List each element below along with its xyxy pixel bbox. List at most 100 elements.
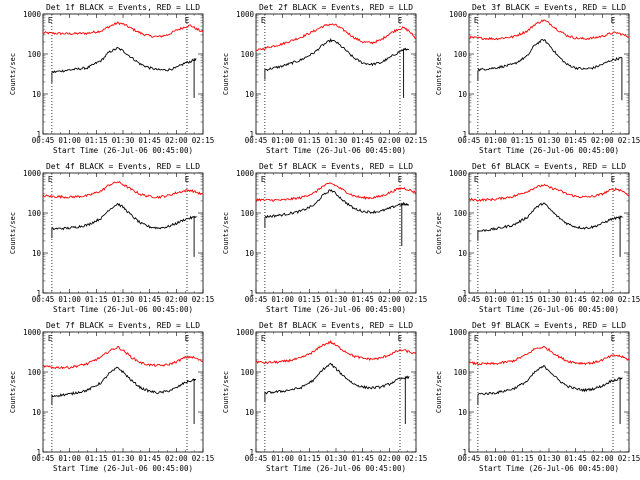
y-axis-label: Counts/sec xyxy=(222,53,230,95)
events-rate-line xyxy=(477,39,623,101)
x-tick-label: 01:15 xyxy=(511,454,534,463)
plot-frame xyxy=(255,331,417,453)
event-marker: E xyxy=(611,175,616,184)
events-rate-line xyxy=(51,366,196,424)
event-marker: E xyxy=(474,16,479,25)
event-marker: E xyxy=(474,175,479,184)
x-tick-label: 01:30 xyxy=(538,136,561,145)
event-marker: E xyxy=(261,16,266,25)
x-tick-label: 02:00 xyxy=(165,454,188,463)
y-tick-label: 100 xyxy=(240,368,254,377)
plot-frame xyxy=(255,172,417,294)
events-rate-line xyxy=(264,37,409,98)
x-tick-label: 01:30 xyxy=(538,454,561,463)
x-tick-label: 00:45 xyxy=(458,454,481,463)
x-tick-label: 01:00 xyxy=(58,454,81,463)
y-tick-label: 1 xyxy=(36,130,41,139)
x-tick-label: 01:30 xyxy=(112,295,135,304)
panel: Det 2f BLACK = Events, RED = LLD Counts/s… xyxy=(222,3,427,155)
x-tick-label: 01:45 xyxy=(351,136,374,145)
panel: Det 8f BLACK = Events, RED = LLD Counts/s… xyxy=(222,321,427,473)
y-tick-label: 1000 xyxy=(23,328,42,337)
x-tick-label: 00:45 xyxy=(32,454,55,463)
y-tick-label: 1 xyxy=(462,448,467,457)
y-axis-label: Counts/sec xyxy=(9,212,17,254)
x-tick-label: 02:00 xyxy=(378,136,401,145)
x-tick-label: 00:45 xyxy=(245,454,268,463)
x-tick-label: 02:15 xyxy=(405,454,428,463)
x-tick-label: 01:45 xyxy=(138,295,161,304)
x-tick-label: 01:45 xyxy=(564,295,587,304)
y-tick-label: 1 xyxy=(462,289,467,298)
x-axis-label: Start Time (26-Jul-06 00:45:00) xyxy=(53,305,193,314)
y-tick-label: 100 xyxy=(453,50,467,59)
x-tick-label: 01:45 xyxy=(138,136,161,145)
event-marker: E xyxy=(185,334,190,343)
lld-rate-line xyxy=(42,180,204,200)
x-axis-label: Start Time (26-Jul-06 00:45:00) xyxy=(479,464,619,473)
plot-title: Det 9f BLACK = Events, RED = LLD xyxy=(472,321,626,330)
y-tick-label: 100 xyxy=(27,209,41,218)
x-tick-label: 02:15 xyxy=(618,295,640,304)
x-tick-label: 01:00 xyxy=(271,136,294,145)
events-rate-line xyxy=(264,189,410,246)
y-tick-label: 100 xyxy=(27,50,41,59)
y-tick-label: 1 xyxy=(249,289,254,298)
x-tick-label: 01:15 xyxy=(85,136,108,145)
x-tick-label: 01:15 xyxy=(298,295,321,304)
y-tick-label: 10 xyxy=(32,90,42,99)
lld-rate-line xyxy=(255,182,417,202)
x-tick-label: 02:15 xyxy=(192,136,215,145)
x-tick-label: 02:00 xyxy=(165,295,188,304)
y-tick-label: 100 xyxy=(240,209,254,218)
x-tick-label: 00:45 xyxy=(245,295,268,304)
event-marker: E xyxy=(48,175,53,184)
x-tick-label: 01:00 xyxy=(484,454,507,463)
plot-title: Det 7f BLACK = Events, RED = LLD xyxy=(46,321,200,330)
events-rate-line xyxy=(51,47,197,98)
x-tick-label: 01:45 xyxy=(351,295,374,304)
lld-rate-line xyxy=(255,23,417,52)
y-tick-label: 1 xyxy=(249,448,254,457)
panel: Det 1f BLACK = Events, RED = LLD Counts/s… xyxy=(9,3,214,155)
plot-frame xyxy=(42,13,204,135)
event-marker: E xyxy=(185,175,190,184)
x-tick-label: 02:15 xyxy=(618,454,640,463)
y-tick-label: 1000 xyxy=(449,328,468,337)
y-tick-label: 100 xyxy=(453,368,467,377)
x-tick-label: 00:45 xyxy=(32,136,55,145)
y-tick-label: 1 xyxy=(249,130,254,139)
x-tick-label: 01:30 xyxy=(325,454,348,463)
lld-rate-line xyxy=(468,183,630,202)
y-axis-label: Counts/sec xyxy=(9,371,17,413)
x-tick-label: 02:00 xyxy=(378,454,401,463)
x-tick-label: 01:45 xyxy=(564,136,587,145)
event-marker: E xyxy=(474,334,479,343)
x-tick-label: 01:15 xyxy=(85,454,108,463)
lld-rate-line xyxy=(42,21,204,39)
event-marker: E xyxy=(398,16,403,25)
plot-title: Det 3f BLACK = Events, RED = LLD xyxy=(472,3,626,12)
y-tick-label: 100 xyxy=(27,368,41,377)
plot-title: Det 6f BLACK = Events, RED = LLD xyxy=(472,162,626,171)
x-tick-label: 01:15 xyxy=(511,136,534,145)
y-tick-label: 1000 xyxy=(23,169,42,178)
x-tick-label: 01:30 xyxy=(112,454,135,463)
x-tick-label: 01:15 xyxy=(298,136,321,145)
x-tick-label: 00:45 xyxy=(245,136,268,145)
x-tick-label: 02:00 xyxy=(378,295,401,304)
panel: Det 9f BLACK = Events, RED = LLD Counts/s… xyxy=(435,321,640,473)
x-tick-label: 00:45 xyxy=(458,295,481,304)
lld-rate-line xyxy=(43,346,204,370)
x-axis-label: Start Time (26-Jul-06 00:45:00) xyxy=(479,305,619,314)
y-tick-label: 100 xyxy=(240,50,254,59)
x-tick-label: 01:15 xyxy=(298,454,321,463)
y-axis-label: Counts/sec xyxy=(222,371,230,413)
x-tick-label: 01:45 xyxy=(564,454,587,463)
x-axis-label: Start Time (26-Jul-06 00:45:00) xyxy=(53,464,193,473)
y-tick-label: 1000 xyxy=(236,328,255,337)
x-tick-label: 01:00 xyxy=(271,454,294,463)
event-marker: E xyxy=(611,16,616,25)
plot-title: Det 2f BLACK = Events, RED = LLD xyxy=(259,3,413,12)
y-tick-label: 10 xyxy=(245,249,255,258)
